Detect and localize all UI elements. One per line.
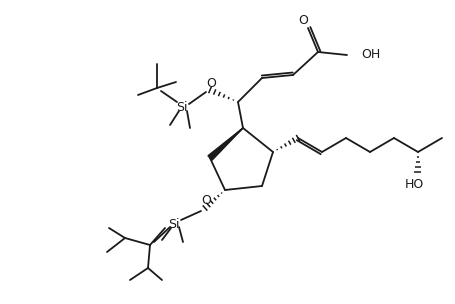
Text: HO: HO: [404, 178, 423, 192]
Text: Si: Si: [176, 102, 187, 115]
Text: O: O: [206, 78, 216, 91]
Text: Si: Si: [168, 217, 179, 230]
Text: O: O: [201, 195, 211, 208]
Text: OH: OH: [360, 49, 379, 61]
Text: O: O: [298, 13, 307, 26]
Polygon shape: [207, 128, 243, 160]
